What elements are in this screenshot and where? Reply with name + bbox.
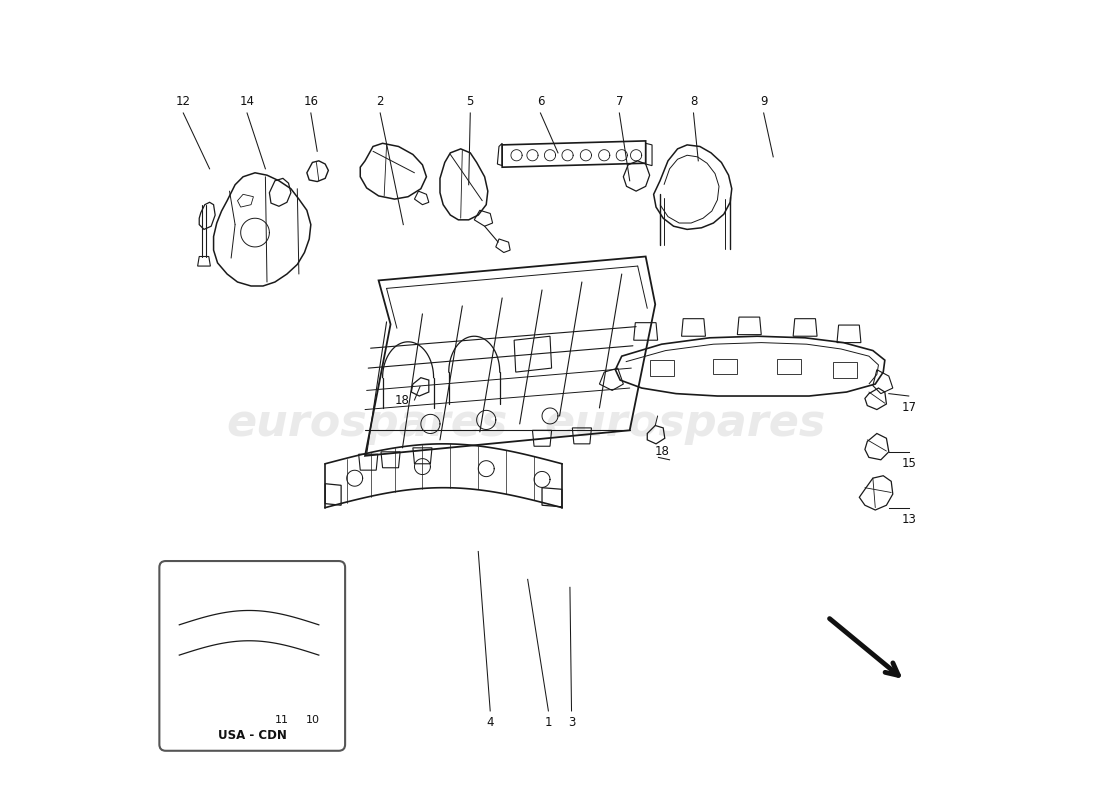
Text: 2: 2 xyxy=(376,94,384,107)
Text: 13: 13 xyxy=(901,513,916,526)
Text: 3: 3 xyxy=(568,716,575,730)
Text: 18: 18 xyxy=(654,446,669,458)
Text: 15: 15 xyxy=(901,458,916,470)
Text: 9: 9 xyxy=(760,94,768,107)
Text: 1: 1 xyxy=(544,716,552,730)
Text: eurospares: eurospares xyxy=(226,402,507,446)
Text: 14: 14 xyxy=(240,94,254,107)
Text: 18: 18 xyxy=(395,394,410,406)
Text: eurospares: eurospares xyxy=(544,402,826,446)
Text: 7: 7 xyxy=(616,94,623,107)
Text: 10: 10 xyxy=(306,715,320,726)
Text: 16: 16 xyxy=(304,94,318,107)
FancyBboxPatch shape xyxy=(160,561,345,750)
Text: 5: 5 xyxy=(466,94,474,107)
Text: 11: 11 xyxy=(274,715,288,726)
Text: 8: 8 xyxy=(690,94,697,107)
Text: 17: 17 xyxy=(901,402,916,414)
Text: 12: 12 xyxy=(176,94,190,107)
Text: USA - CDN: USA - CDN xyxy=(218,729,287,742)
Text: 6: 6 xyxy=(537,94,544,107)
Text: 4: 4 xyxy=(486,716,494,730)
